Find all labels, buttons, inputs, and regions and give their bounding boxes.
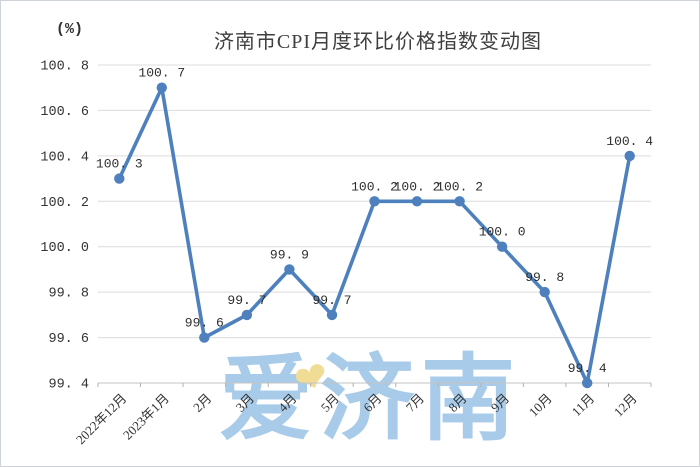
data-point-label: 100. 7 xyxy=(138,66,185,81)
watermark-text: 爱济南 xyxy=(219,345,523,454)
data-point-label: 99. 8 xyxy=(525,270,564,285)
cpi-series-line xyxy=(117,85,632,385)
data-point xyxy=(539,286,550,298)
x-axis-tick-label: 2月 xyxy=(190,391,214,415)
data-point xyxy=(199,332,210,343)
y-axis-tick-label: 99. 4 xyxy=(48,378,89,393)
data-point-label: 100. 0 xyxy=(479,225,526,240)
y-axis-tick-label: 100. 2 xyxy=(40,196,89,211)
data-point xyxy=(156,82,167,93)
y-axis-tick-label: 100. 4 xyxy=(40,150,89,165)
data-point-label: 99. 7 xyxy=(312,293,351,308)
watermark: 爱济南 ❤ xyxy=(219,352,522,447)
x-axis-tick-label: 10月 xyxy=(526,391,555,420)
data-point xyxy=(624,150,635,162)
data-point-label: 99. 9 xyxy=(270,247,309,262)
y-axis-tick-label: 100. 6 xyxy=(40,105,89,120)
data-point xyxy=(496,241,508,252)
data-point xyxy=(454,196,465,207)
x-axis-tick-label: 6月 xyxy=(360,391,384,415)
data-point-label: 100. 2 xyxy=(351,179,398,194)
data-point-label: 100. 2 xyxy=(394,179,441,194)
x-axis-tick-label: 5月 xyxy=(318,391,342,415)
data-point xyxy=(411,196,423,207)
data-point xyxy=(114,173,125,184)
data-point-label: 100. 3 xyxy=(96,157,143,172)
x-axis-tick-label: 3月 xyxy=(233,391,257,415)
x-axis-tick-label: 2022年12月 xyxy=(73,391,130,448)
data-point xyxy=(369,196,380,207)
y-axis-tick-label: 100. 0 xyxy=(40,241,89,256)
x-axis-tick-label: 11月 xyxy=(569,391,598,420)
data-point-label: 99. 6 xyxy=(185,316,224,331)
data-point xyxy=(326,309,338,321)
data-point xyxy=(241,309,253,321)
data-point xyxy=(582,377,593,389)
data-point-label: 100. 4 xyxy=(606,134,653,149)
y-axis-tick-label: 99. 6 xyxy=(48,332,89,347)
x-axis-tick-label: 7月 xyxy=(403,391,427,415)
data-point-label: 99. 4 xyxy=(568,361,607,376)
x-axis-tick-label: 2023年1月 xyxy=(120,391,172,443)
x-axis-tick-label: 4月 xyxy=(275,391,299,415)
data-point-label: 100. 2 xyxy=(436,179,483,194)
data-point-label: 99. 7 xyxy=(227,293,266,308)
y-axis-unit-label: (%) xyxy=(56,21,84,38)
y-axis-tick-label: 100. 8 xyxy=(40,60,89,75)
x-axis-tick-label: 9月 xyxy=(488,391,512,415)
x-axis-tick-label: 8月 xyxy=(445,391,469,415)
chart-title: 济南市CPI月度环比价格指数变动图 xyxy=(213,31,543,53)
x-axis-tick-label: 12月 xyxy=(611,391,640,420)
data-point xyxy=(284,264,295,275)
y-axis-tick-label: 99. 8 xyxy=(48,287,89,302)
